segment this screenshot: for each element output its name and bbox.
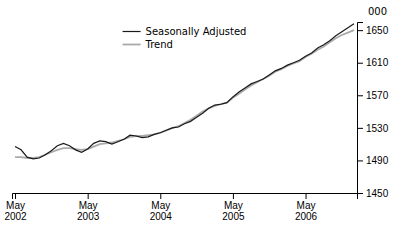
y-tick: 1610: [357, 57, 389, 68]
x-tick-label: May2006: [295, 200, 318, 222]
y-tick-mark: [357, 30, 363, 31]
y-tick: 1530: [357, 123, 389, 134]
x-tick-label-line: May: [79, 200, 98, 211]
y-axis-line: [358, 23, 364, 194]
x-tick-label: May2002: [4, 200, 27, 222]
x-tick-mark: [88, 193, 89, 199]
y-tick-label: 1530: [366, 123, 389, 134]
y-tick: 1490: [357, 155, 389, 166]
x-tick-mark: [160, 193, 161, 199]
x-tick-label: May2003: [77, 200, 100, 222]
x-tick-mark: [306, 193, 307, 199]
series-line: [15, 24, 354, 159]
y-tick-mark: [357, 95, 363, 96]
y-tick-mark: [357, 193, 363, 194]
x-tick: May2004: [150, 193, 173, 222]
x-tick: May2005: [222, 193, 245, 222]
y-tick-mark: [357, 160, 363, 161]
y-tick: 1570: [357, 90, 389, 101]
series-line: [15, 30, 354, 158]
x-tick: May2006: [295, 193, 318, 222]
y-axis-label: 000: [368, 6, 387, 17]
y-tick-label: 1490: [366, 155, 389, 166]
y-tick-mark: [357, 128, 363, 129]
x-tick-label-line: May: [224, 200, 243, 211]
y-tick: 1650: [357, 25, 389, 36]
plot: May2002May2003May2004May2005May200614501…: [4, 23, 388, 223]
x-axis: May2002May2003May2004May2005May2006: [4, 193, 357, 222]
y-tick: 1450: [357, 188, 389, 199]
y-tick-label: 1450: [366, 188, 389, 199]
y-axis: 1450 1490 1530 1570 1610 1650: [357, 23, 389, 199]
x-tick-label-line: 2002: [4, 211, 27, 222]
x-tick: May2002: [4, 193, 27, 222]
x-tick-label: May2005: [222, 200, 245, 222]
legend-swatch: [123, 31, 141, 32]
x-tick: May2003: [77, 193, 100, 222]
y-tick-label: 1650: [366, 25, 389, 36]
legend-label: Trend: [145, 39, 173, 50]
chart: May2002May2003May2004May2005May200614501…: [0, 0, 397, 227]
legend-label: Seasonally Adjusted: [146, 26, 247, 37]
legend-item: Trend: [123, 39, 173, 50]
lines: [15, 24, 354, 159]
x-tick-label-line: May: [297, 200, 316, 211]
x-tick-mark: [15, 193, 16, 199]
legend-item: Seasonally Adjusted: [123, 26, 247, 37]
y-tick-label: 1570: [366, 90, 389, 101]
x-tick-label-line: May: [6, 200, 25, 211]
x-tick-label-line: 2004: [150, 211, 173, 222]
x-tick-label: May2004: [150, 200, 173, 222]
x-tick-label-line: 2003: [77, 211, 100, 222]
y-tick-mark: [357, 63, 363, 64]
x-tick-label-line: 2006: [295, 211, 318, 222]
y-tick-label: 1610: [366, 57, 389, 68]
x-tick-mark: [233, 193, 234, 199]
x-tick-label-line: May: [151, 200, 170, 211]
legend: Seasonally Adjusted Trend: [123, 26, 247, 50]
x-axis-line: [13, 194, 358, 200]
x-tick-label-line: 2005: [222, 211, 245, 222]
legend-swatch: [123, 44, 141, 46]
